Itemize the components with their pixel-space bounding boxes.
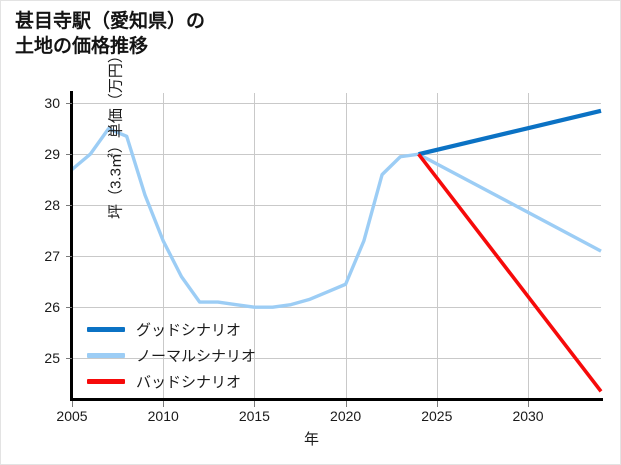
y-axis-spine bbox=[70, 91, 73, 401]
gridline-y bbox=[72, 154, 601, 156]
x-tick-mark bbox=[345, 401, 347, 407]
x-tick-mark bbox=[436, 401, 438, 407]
gridline-y bbox=[72, 358, 601, 360]
legend-color-swatch bbox=[87, 352, 125, 358]
legend-item[interactable]: バッドシナリオ bbox=[87, 368, 297, 394]
y-tick-mark bbox=[66, 256, 72, 258]
x-tick-label: 2020 bbox=[330, 408, 362, 424]
plot-background bbox=[72, 93, 601, 399]
gridline-x bbox=[254, 93, 256, 399]
x-tick-label: 2030 bbox=[512, 408, 544, 424]
gridline-x bbox=[163, 93, 165, 399]
data-series-layer bbox=[70, 108, 603, 393]
series-line bbox=[417, 153, 603, 393]
series-line bbox=[418, 108, 602, 157]
y-tick-label: 26 bbox=[44, 299, 60, 316]
x-tick-mark bbox=[254, 401, 256, 407]
series-line bbox=[70, 127, 602, 309]
gridline-y bbox=[72, 205, 601, 207]
gridline-x bbox=[528, 93, 530, 399]
legend-item[interactable]: グッドシナリオ bbox=[87, 316, 297, 342]
x-tick-label: 2025 bbox=[421, 408, 453, 424]
x-tick-mark bbox=[72, 401, 73, 407]
legend-label: グッドシナリオ bbox=[136, 321, 242, 339]
x-axis-spine bbox=[70, 398, 603, 401]
chart-title: 甚目寺駅（愛知県）の 土地の価格推移 bbox=[15, 11, 206, 58]
y-tick-mark bbox=[66, 307, 72, 309]
plot-area bbox=[70, 93, 603, 399]
legend-color-swatch bbox=[87, 378, 125, 384]
gridline-x bbox=[436, 93, 438, 399]
y-tick-label: 27 bbox=[44, 248, 60, 265]
x-axis-title: 年 bbox=[303, 431, 319, 448]
y-tick-label: 30 bbox=[44, 95, 60, 112]
gridline-y bbox=[72, 307, 601, 309]
y-axis-title: 坪（3.3㎡）単価（万円） bbox=[107, 48, 125, 219]
x-tick-mark bbox=[528, 401, 530, 407]
y-tick-mark bbox=[66, 103, 72, 105]
y-tick-mark bbox=[66, 154, 72, 156]
y-tick-mark bbox=[66, 358, 72, 360]
y-tick-label: 25 bbox=[44, 350, 60, 367]
gridline-x bbox=[345, 93, 347, 399]
chart-legend: グッドシナリオ ノーマルシナリオ バッドシナリオ bbox=[87, 316, 297, 394]
y-tick-label: 28 bbox=[44, 197, 60, 214]
x-tick-label: 2005 bbox=[56, 408, 88, 424]
gridline-y bbox=[72, 103, 601, 105]
x-tick-mark bbox=[163, 401, 165, 407]
x-tick-label: 2015 bbox=[238, 408, 270, 424]
legend-label: ノーマルシナリオ bbox=[136, 347, 257, 365]
y-tick-mark bbox=[66, 205, 72, 207]
x-tick-label: 2010 bbox=[147, 408, 179, 424]
gridline-y bbox=[72, 256, 601, 258]
legend-label: バッドシナリオ bbox=[136, 373, 242, 391]
legend-color-swatch bbox=[87, 326, 125, 332]
legend-item[interactable]: ノーマルシナリオ bbox=[87, 342, 297, 368]
y-tick-label: 29 bbox=[44, 146, 60, 163]
